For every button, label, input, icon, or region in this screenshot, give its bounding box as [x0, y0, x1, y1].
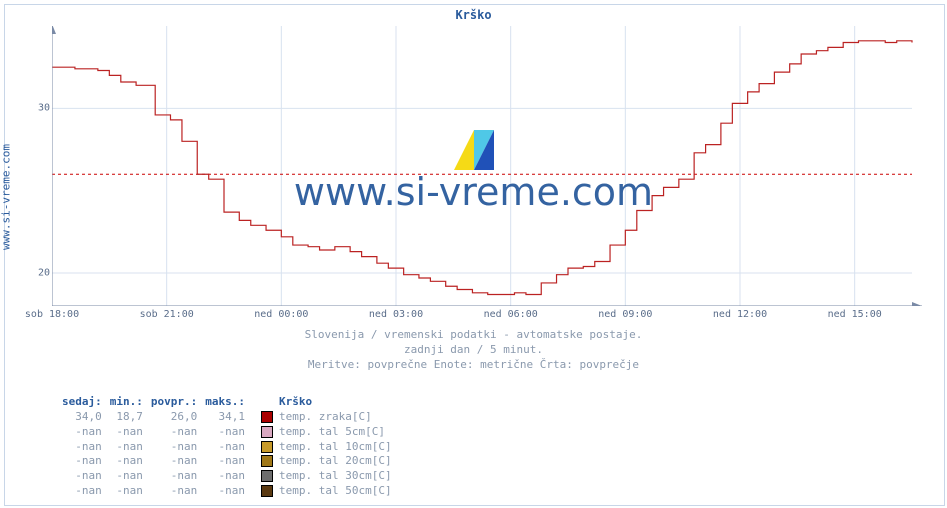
legend-series-label: temp. tal 50cm[C]	[275, 484, 396, 499]
x-axis-labels: sob 18:00sob 21:00ned 00:00ned 03:00ned …	[52, 309, 922, 323]
subtitle-line-2: zadnji dan / 5 minut.	[404, 343, 543, 356]
legend-swatch	[261, 441, 273, 453]
legend-row: -nan-nan-nan-nantemp. tal 30cm[C]	[58, 469, 396, 484]
x-tick-label: ned 15:00	[828, 309, 882, 320]
y-tick-label: 30	[38, 103, 50, 114]
x-tick-label: ned 03:00	[369, 309, 423, 320]
legend-series-label: temp. tal 20cm[C]	[275, 454, 396, 469]
legend-row: 34,018,726,034,1temp. zraka[C]	[58, 410, 396, 425]
y-axis-labels: 2030	[20, 26, 50, 306]
chart-subtitle: Slovenija / vremenski podatki - avtomats…	[0, 328, 947, 373]
subtitle-line-1: Slovenija / vremenski podatki - avtomats…	[305, 328, 643, 341]
x-tick-label: ned 12:00	[713, 309, 767, 320]
subtitle-line-3: Meritve: povprečne Enote: metrične Črta:…	[308, 358, 639, 371]
x-tick-label: sob 21:00	[140, 309, 194, 320]
legend-row: -nan-nan-nan-nantemp. tal 50cm[C]	[58, 484, 396, 499]
y-tick-label: 20	[38, 268, 50, 279]
legend-swatch	[261, 411, 273, 423]
legend-swatch	[261, 455, 273, 467]
legend-series-label: temp. tal 5cm[C]	[275, 425, 396, 440]
legend-swatch	[261, 485, 273, 497]
source-link[interactable]: www.si-vreme.com	[0, 144, 13, 250]
legend-row: -nan-nan-nan-nantemp. tal 5cm[C]	[58, 425, 396, 440]
legend-swatch	[261, 426, 273, 438]
legend-series-label: temp. zraka[C]	[275, 410, 396, 425]
x-tick-label: ned 06:00	[484, 309, 538, 320]
chart-title: Krško	[0, 8, 947, 22]
legend-series-label: temp. tal 10cm[C]	[275, 440, 396, 455]
legend-row: -nan-nan-nan-nantemp. tal 20cm[C]	[58, 454, 396, 469]
legend-row: -nan-nan-nan-nantemp. tal 10cm[C]	[58, 440, 396, 455]
watermark-logo	[454, 130, 494, 170]
legend-table: sedaj: min.: povpr.: maks.: Krško 34,018…	[58, 395, 396, 499]
x-tick-label: sob 18:00	[25, 309, 79, 320]
legend-swatch	[261, 470, 273, 482]
legend-series-label: temp. tal 30cm[C]	[275, 469, 396, 484]
x-tick-label: ned 09:00	[598, 309, 652, 320]
legend-header-row: sedaj: min.: povpr.: maks.: Krško	[58, 395, 396, 410]
x-tick-label: ned 00:00	[254, 309, 308, 320]
